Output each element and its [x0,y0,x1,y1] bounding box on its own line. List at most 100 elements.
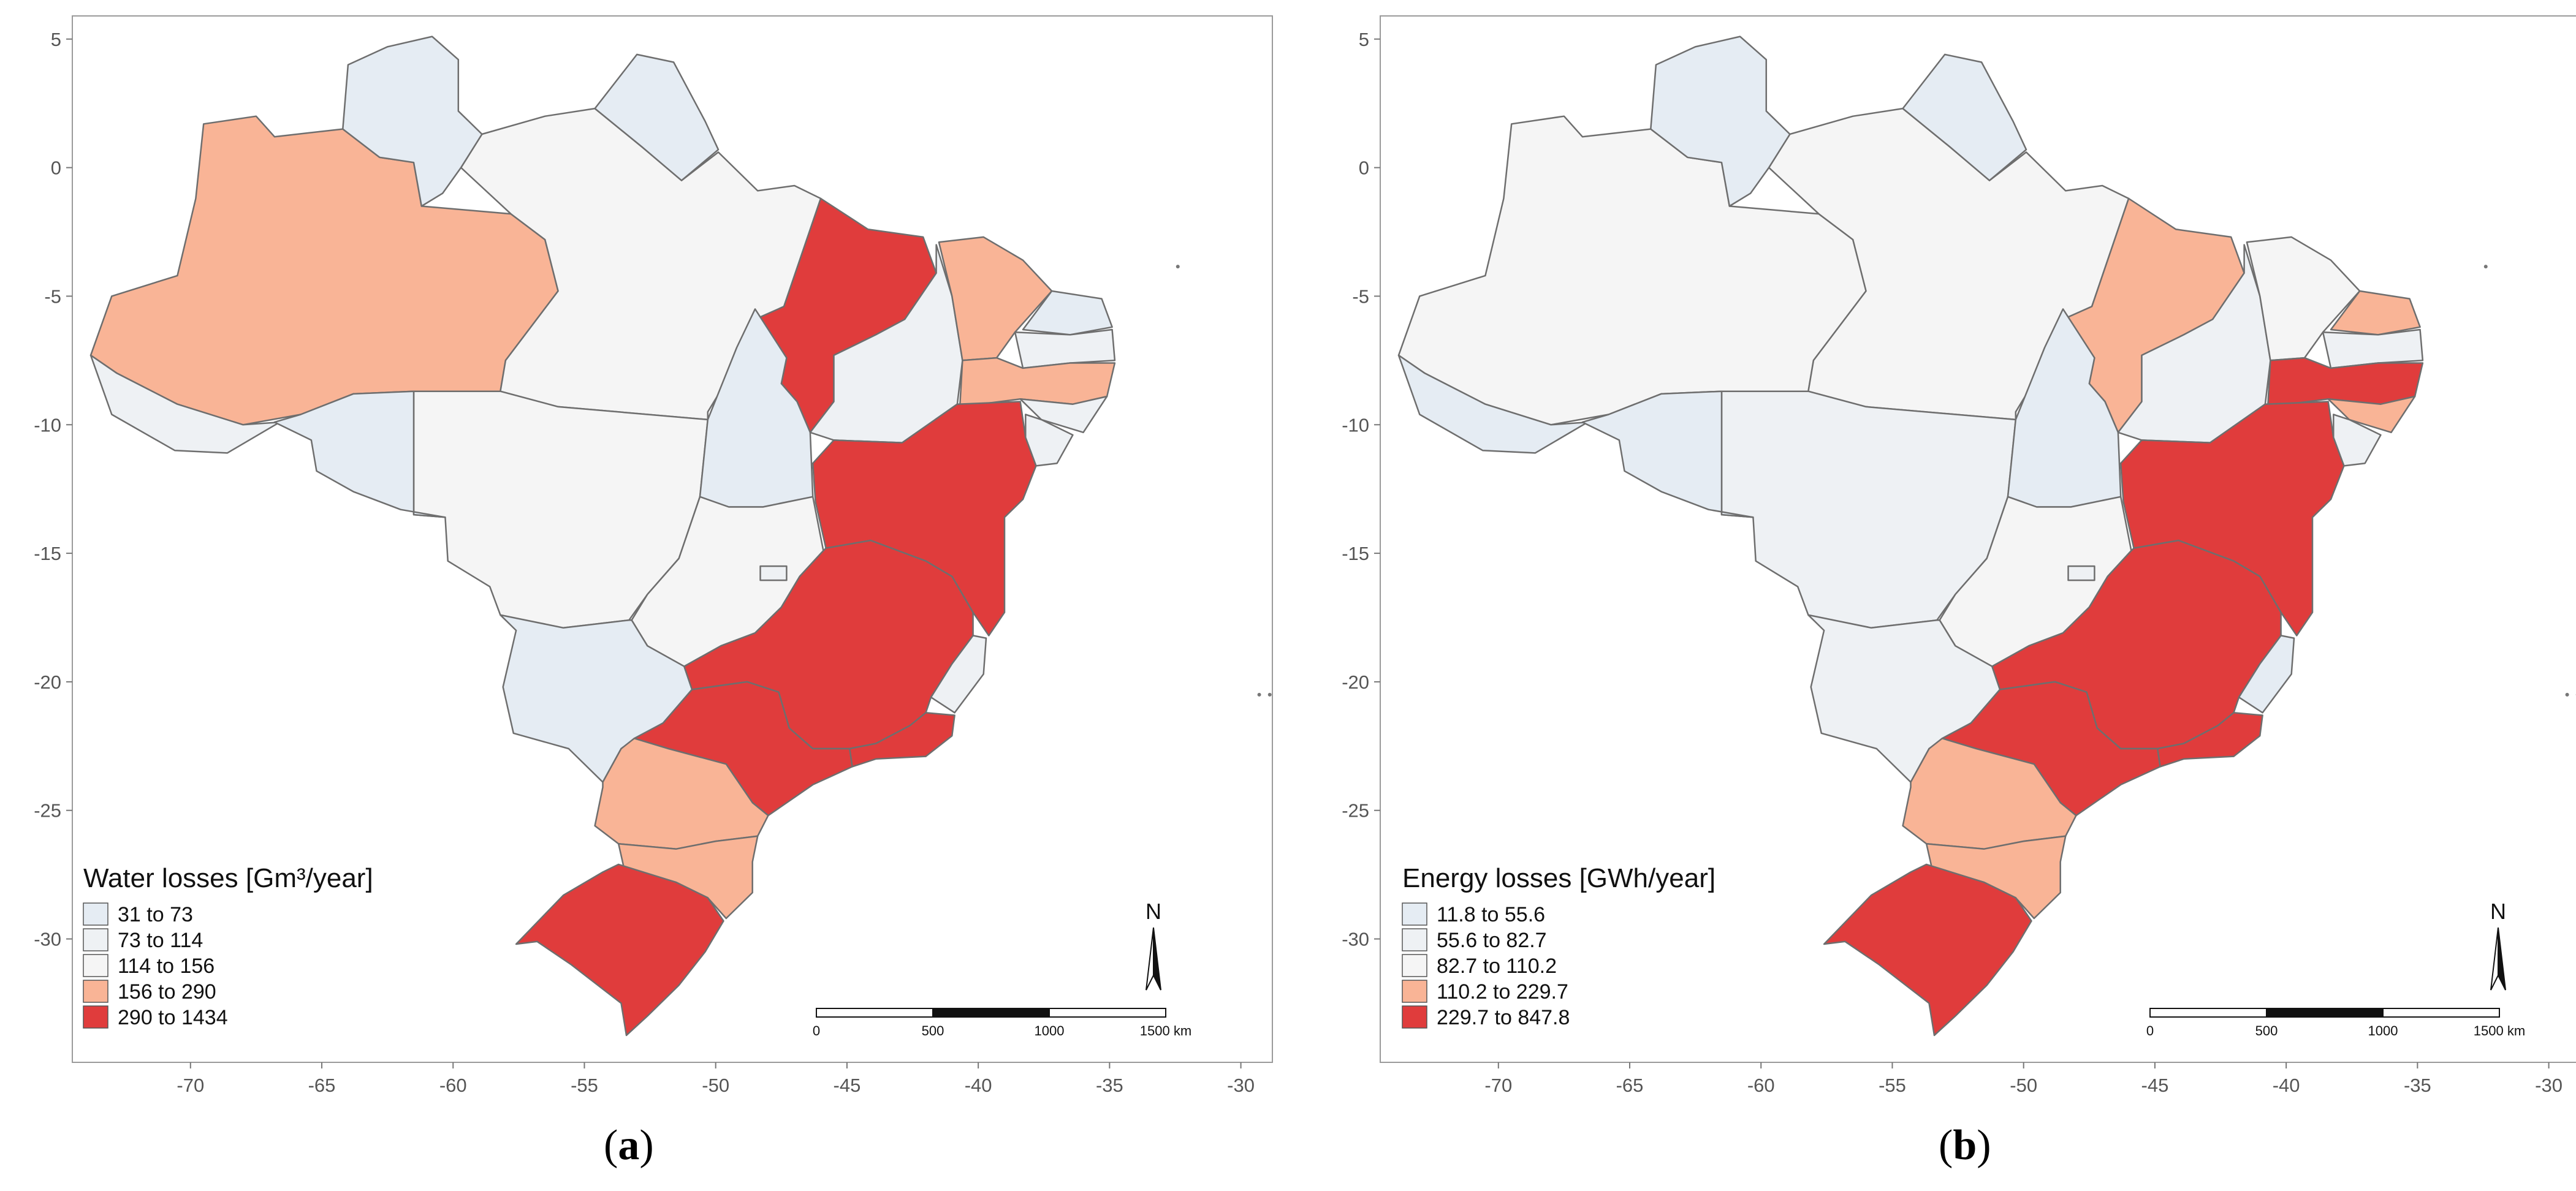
state-ro [1581,390,1754,518]
scale-label-500: 500 [922,1023,944,1038]
y-tick-label: -15 [1342,543,1369,564]
x-axis: -70 -65 -60 -55 -50 -45 -40 -35 -30 [177,1062,1255,1096]
state-rs [1823,863,2032,1037]
y-tick-label: 5 [51,29,61,50]
scale-label-1500: 1500 km [1140,1023,1191,1038]
y-tick-label: -25 [1342,800,1369,822]
x-tick-label: -65 [308,1075,336,1096]
state-rn [2330,290,2421,336]
scale-segment-1 [2149,1008,2267,1018]
legend-swatch [83,954,108,977]
scale-segment-2 [2266,1008,2384,1018]
map-water-losses: 5 0 -5 -10 -15 -20 -25 -30 -70 -65 -60 -55 -50 -45 -4… [34,15,1273,1096]
scale-label-1000: 1000 [2368,1023,2398,1038]
y-tick-label: -20 [1342,671,1369,693]
legend-swatch [1402,928,1427,951]
state-df [2067,565,2095,581]
legend-label: 229.7 to 847.8 [1437,1006,1570,1029]
legend-title: Energy losses [GWh/year] [1402,863,1715,893]
x-tick-label: -60 [439,1075,467,1096]
north-arrow-right [1153,927,1161,991]
x-tick-label: -40 [2273,1075,2300,1096]
legend-swatch [83,1005,108,1029]
states-layer [89,36,1272,1037]
y-tick-label: -5 [1352,285,1369,307]
state-rn [1022,290,1113,336]
legend-swatch [1402,980,1427,1003]
scale-segment-1 [816,1008,933,1018]
x-axis: -70 -65 -60 -55 -50 -45 -40 -35 -30 [1484,1062,2563,1096]
legend-swatch [1402,902,1427,926]
y-tick-label: 0 [1359,157,1369,179]
legend-swatch [83,928,108,951]
legend-swatch [83,980,108,1003]
north-label: N [1146,899,1161,924]
y-tick-label: -30 [34,929,61,950]
legend-label: 290 to 1434 [118,1006,228,1029]
north-arrow-right [2498,927,2506,991]
y-tick-label: -15 [34,543,61,564]
scale-segment-3 [2382,1008,2500,1018]
legend-swatch [1402,1005,1427,1029]
island-dot [2483,265,2488,269]
scale-label-1500: 1500 km [2474,1023,2525,1038]
legend-label: 11.8 to 55.6 [1437,903,1545,926]
x-tick-label: -35 [1096,1075,1123,1096]
panel-water-losses: 5 0 -5 -10 -15 -20 -25 -30 -70 -65 -60 -55 -50 -45 -4… [0,0,1281,1191]
x-tick-label: -40 [965,1075,992,1096]
y-tick-label: 5 [1359,29,1369,50]
north-arrow: N [1146,899,1161,991]
panel-caption: (b) [1939,1122,1991,1169]
y-axis: 5 0 -5 -10 -15 -20 -25 -30 [34,29,72,950]
legend-label: 156 to 290 [118,980,216,1004]
x-tick-label: -30 [1227,1075,1255,1096]
x-tick-label: -45 [2141,1075,2169,1096]
x-tick-label: -50 [702,1075,729,1096]
panel-energy-losses: 5 0 -5 -10 -15 -20 -25 -30 -70 -65 -60 -55 -50 -45 -4… [1335,0,2576,1191]
x-tick-label: -50 [2010,1075,2037,1096]
y-tick-label: -25 [34,800,61,822]
scale-segment-2 [932,1008,1050,1018]
island-dot [2565,692,2569,697]
y-tick-label: -20 [34,671,61,693]
legend-label: 110.2 to 229.7 [1437,980,1568,1004]
map-energy-losses: 5 0 -5 -10 -15 -20 -25 -30 -70 -65 -60 -55 -50 -45 -4… [1342,15,2576,1096]
legend-label: 31 to 73 [118,903,193,926]
state-ro [273,390,446,518]
scale-label-0: 0 [813,1023,820,1038]
legend-label: 82.7 to 110.2 [1437,955,1557,978]
state-al [2327,395,2416,434]
x-tick-label: -30 [2535,1075,2563,1096]
state-ba [811,401,1037,637]
caption-letter: b [1953,1122,1977,1169]
island-dot [1257,692,1261,697]
legend-label: 55.6 to 82.7 [1437,929,1547,952]
y-axis: 5 0 -5 -10 -15 -20 -25 -30 [1342,29,1380,950]
x-tick-label: -55 [1879,1075,1906,1096]
scale-bar: 0 500 1000 1500 km [813,1008,1191,1038]
legend: Water losses [Gm³/year] 31 to 73 73 to 11… [83,863,373,1029]
state-rs [515,863,724,1037]
x-tick-label: -35 [2404,1075,2431,1096]
state-df [759,565,788,581]
legend-title: Water losses [Gm³/year] [83,863,373,893]
caption-letter: a [618,1122,640,1169]
state-es [930,635,987,714]
y-tick-label: -10 [1342,414,1369,436]
state-rr [1650,36,1791,207]
state-ap [594,53,720,181]
legend: Energy losses [GWh/year] 11.8 to 55.6 55.… [1402,863,1715,1029]
island-dot [1176,265,1180,269]
x-tick-label: -65 [1616,1075,1644,1096]
scale-segment-3 [1049,1008,1166,1018]
state-ap [1902,53,2027,181]
state-rr [342,36,483,207]
scale-label-0: 0 [2146,1023,2154,1038]
north-label: N [2490,899,2506,924]
state-al [1019,395,1108,434]
state-rj [2156,712,2263,768]
x-tick-label: -55 [571,1075,598,1096]
legend-label: 114 to 156 [118,955,215,978]
legend-label: 73 to 114 [118,929,203,952]
y-tick-label: 0 [51,157,61,179]
